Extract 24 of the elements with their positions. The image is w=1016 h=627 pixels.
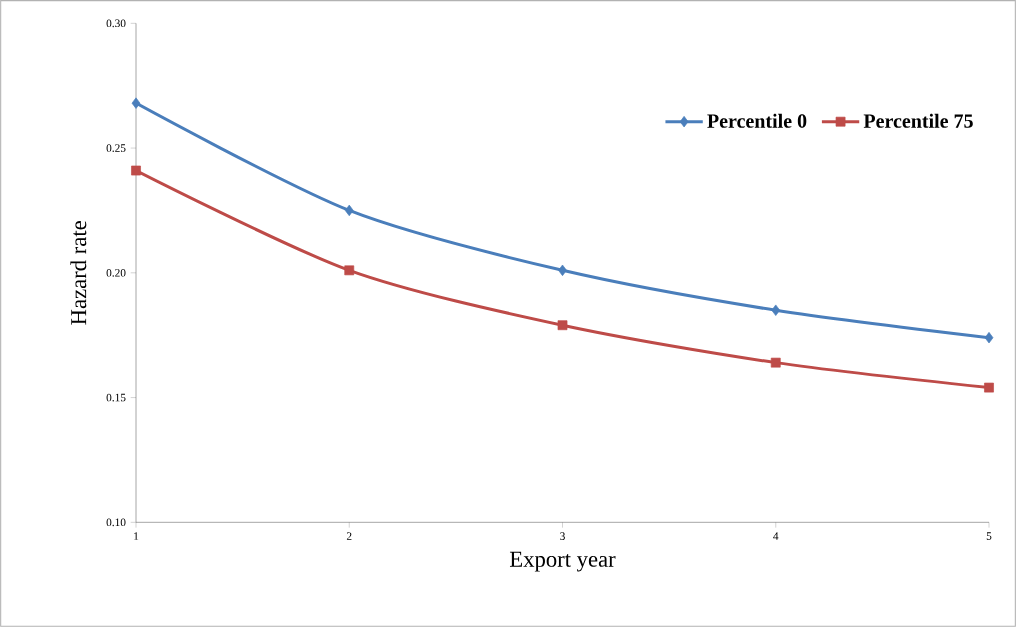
- y-tick-label: 0.25: [106, 144, 126, 152]
- point: [984, 382, 994, 393]
- point: [131, 165, 141, 176]
- point: [984, 332, 994, 344]
- x-axis-title: Export year: [509, 551, 616, 572]
- y-tick-label: 0.20: [106, 268, 126, 277]
- legend-label: Percentile 75: [863, 113, 973, 128]
- x-tick-label: 3: [560, 532, 565, 540]
- legend-label: Percentile 0: [707, 113, 807, 128]
- point: [558, 264, 567, 276]
- point: [131, 97, 141, 109]
- x-tick-label: 5: [986, 532, 992, 540]
- y-tick-label: 0.10: [106, 518, 126, 527]
- x-tick-label: 2: [346, 532, 352, 540]
- y-axis-title: Hazard rate: [70, 221, 87, 325]
- point: [344, 265, 355, 276]
- y-tick-label: 0.15: [106, 393, 126, 402]
- point: [344, 204, 354, 217]
- point: [557, 320, 568, 331]
- y-tick-label: 0.30: [106, 19, 126, 28]
- x-tick-label: 4: [773, 532, 779, 540]
- point: [770, 357, 781, 368]
- x-tick-label: 1: [134, 532, 139, 540]
- point: [771, 304, 781, 316]
